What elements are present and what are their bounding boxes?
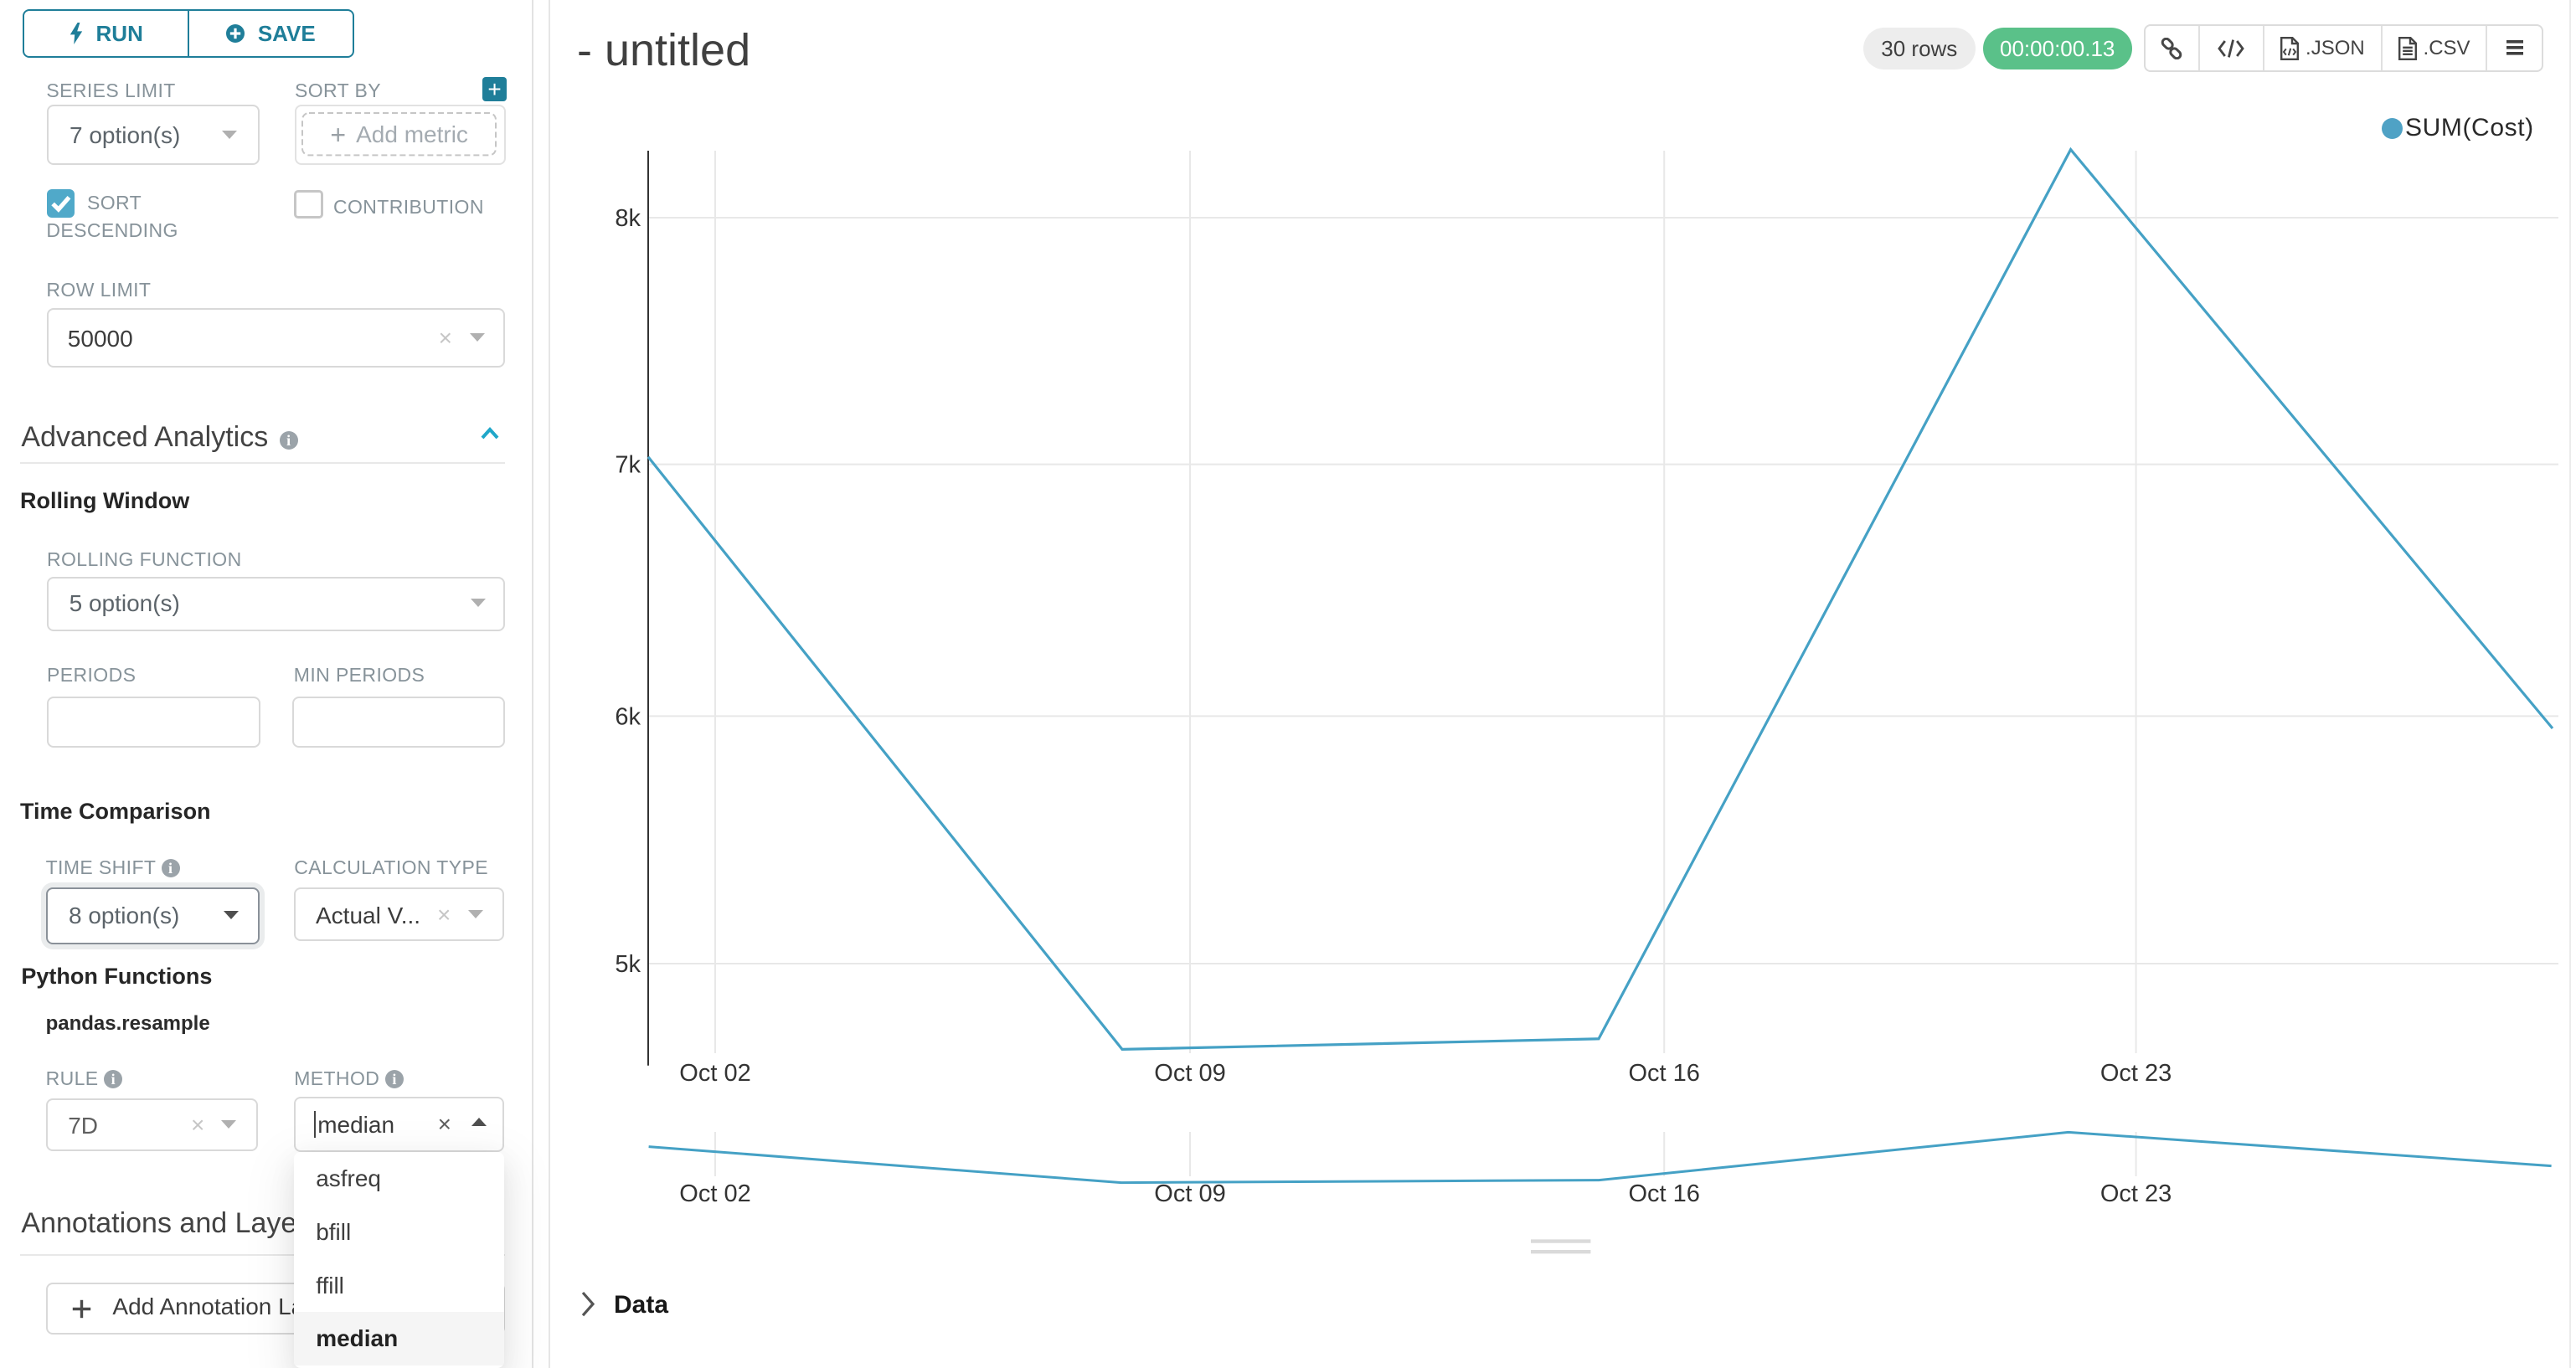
svg-text:Oct 09: Oct 09 bbox=[1154, 1060, 1225, 1087]
svg-text:Oct 09: Oct 09 bbox=[1154, 1180, 1225, 1207]
svg-text:Oct 16: Oct 16 bbox=[1628, 1060, 1699, 1087]
svg-text:Oct 23: Oct 23 bbox=[2100, 1180, 2172, 1207]
svg-text:Oct 02: Oct 02 bbox=[679, 1180, 750, 1207]
svg-text:7k: 7k bbox=[615, 452, 641, 479]
svg-text:8k: 8k bbox=[615, 205, 641, 232]
svg-text:Oct 02: Oct 02 bbox=[679, 1060, 750, 1087]
svg-text:5k: 5k bbox=[615, 951, 641, 978]
svg-text:6k: 6k bbox=[615, 703, 641, 730]
svg-text:Oct 23: Oct 23 bbox=[2100, 1060, 2172, 1087]
svg-text:Oct 16: Oct 16 bbox=[1628, 1180, 1699, 1207]
